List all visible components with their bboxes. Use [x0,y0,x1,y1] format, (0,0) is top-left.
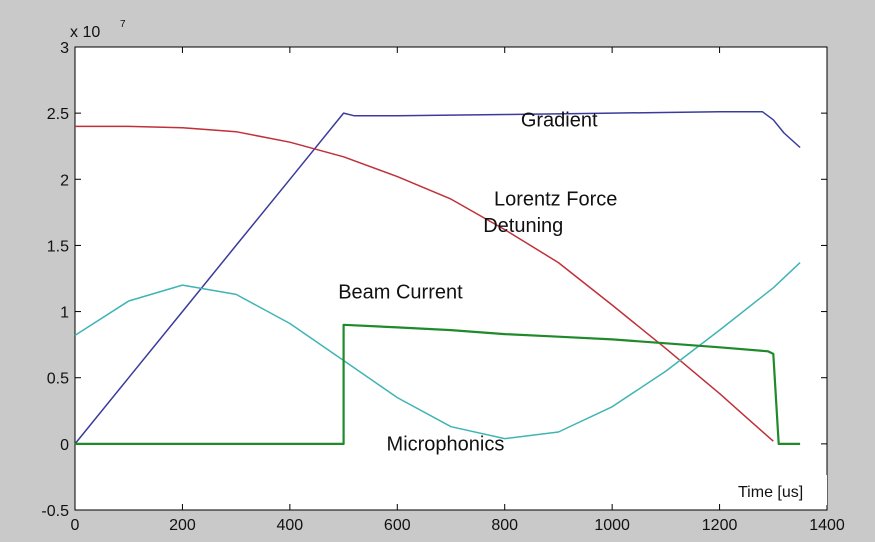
y-tick-label: 1 [60,305,69,322]
annotation-label: Lorentz Force [494,189,617,211]
y-multiplier-exponent: 7 [120,19,126,30]
y-tick-label: 2 [60,172,69,189]
x-tick-label: 1000 [594,517,630,534]
y-tick-label: -0.5 [41,503,69,520]
y-axis-multiplier: x 10 7 [70,19,126,41]
x-tick-label: 600 [384,517,411,534]
y-tick-label: 3 [60,40,69,57]
x-tick-label: 800 [491,517,518,534]
annotation-label: Beam Current [338,281,463,303]
x-axis-label: Time [us] [738,484,803,501]
x-tick-label: 1200 [702,517,738,534]
y-multiplier-base: x 10 [70,24,100,41]
y-tick-label: 2.5 [47,106,69,123]
x-tick-label: 400 [277,517,304,534]
x-tick-label: 0 [71,517,80,534]
y-tick-label: 0.5 [47,371,69,388]
y-tick-label: 1.5 [47,238,69,255]
annotations: Gradient Lorentz Force Detuning Beam Curren… [338,109,617,455]
series-line-gradient [74,111,801,445]
y-tick-label: 0 [60,437,69,454]
data-series [74,111,801,445]
annotation-label: Gradient [521,109,598,131]
annotation-label: Microphonics [387,433,505,455]
series-line-beam-current [75,323,801,445]
plot-area [74,46,828,511]
axis-ticks: 0 200 400 600 800 1000 1200 1400-0.500.511.522.… [41,40,844,534]
x-tick-label: 200 [169,517,196,534]
x-tick-label: 1400 [809,517,845,534]
series-line-lorentz-force-detuning [75,125,774,442]
xlabel-box [732,475,827,505]
annotation-label: Detuning [483,215,563,237]
series-line-microphonics [74,262,801,440]
